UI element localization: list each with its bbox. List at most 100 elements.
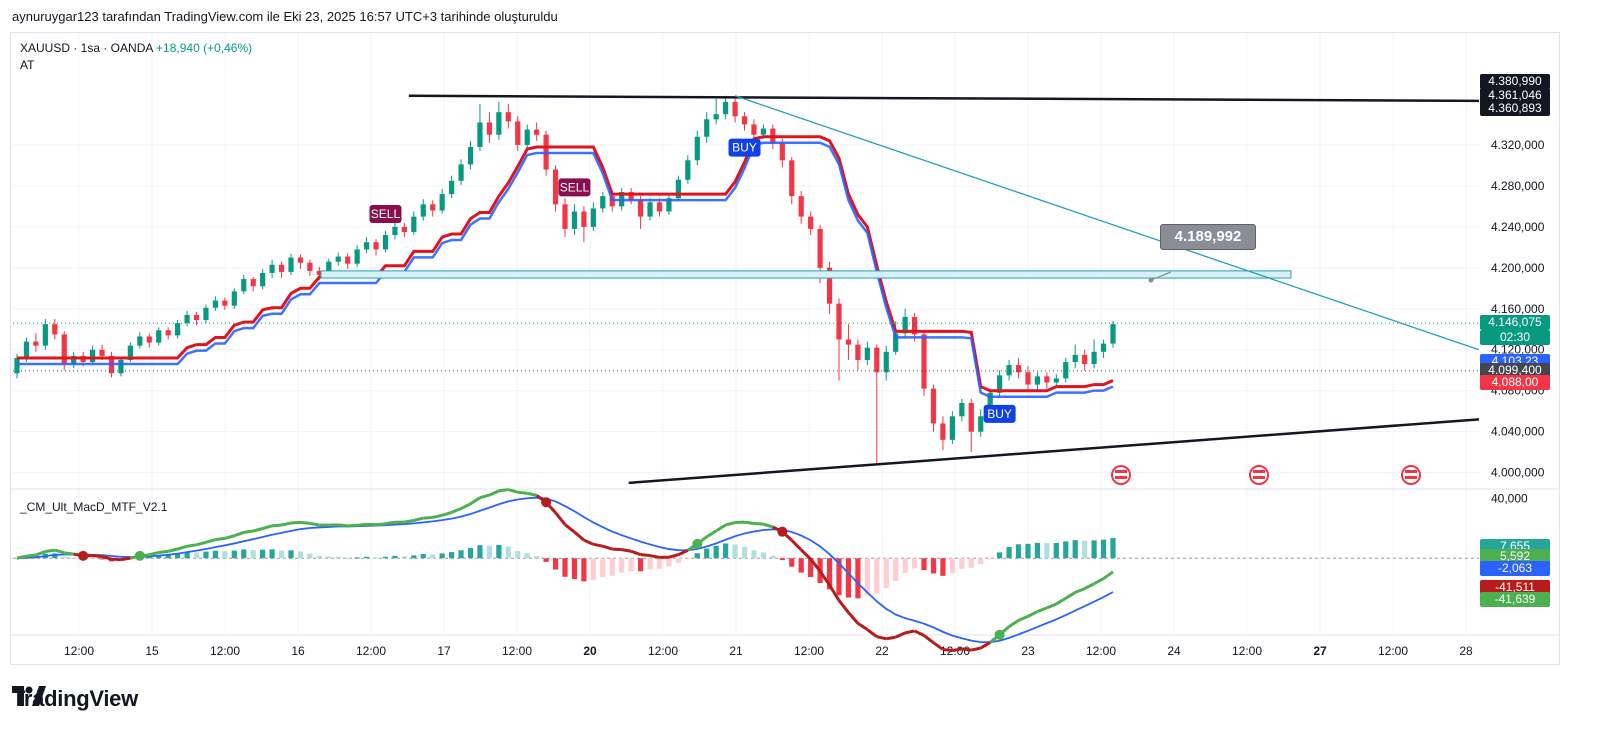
macd-bar — [798, 558, 804, 573]
candle — [997, 375, 1003, 393]
macd-line-segment — [488, 489, 500, 497]
macd-line-segment — [668, 553, 679, 559]
macd-bar — [373, 557, 379, 559]
macd-bar — [61, 556, 67, 559]
macd-bar — [590, 558, 596, 581]
price-callout[interactable]: 4.189,992 — [1160, 224, 1256, 250]
price-tag: 02:30 — [1480, 330, 1550, 346]
macd-line-segment — [837, 599, 850, 614]
macd-line-segment — [895, 631, 906, 639]
candle — [1015, 365, 1022, 373]
candle — [420, 204, 426, 217]
macd-line-segment — [309, 521, 320, 527]
candle — [496, 112, 502, 135]
macd-line-segment — [885, 635, 896, 641]
macd-line-segment — [932, 641, 944, 651]
candle — [52, 324, 58, 335]
macd-line-segment — [809, 558, 822, 573]
macd-line-segment — [583, 538, 594, 546]
price-tick-label: 4.120,000 — [1491, 343, 1545, 357]
macd-line-segment — [554, 511, 567, 526]
event-flag-icon — [1111, 465, 1131, 485]
time-tick-label: 12:00 — [1378, 644, 1408, 658]
candle — [175, 323, 181, 336]
candle — [628, 192, 634, 201]
macd-bar — [704, 548, 710, 559]
candle — [959, 403, 965, 417]
candle — [656, 202, 663, 212]
macd-bar — [666, 558, 672, 567]
support-trendline — [628, 418, 1480, 485]
macd-bar — [335, 556, 341, 559]
macd-line-segment — [602, 544, 613, 551]
callout-anchor — [1148, 277, 1154, 283]
resistance-trendline — [408, 94, 1480, 103]
indicator-title[interactable]: _CM_Ult_MacD_MTF_V2.1 — [20, 500, 168, 514]
candle — [137, 336, 143, 346]
macd-line-segment — [1055, 596, 1067, 606]
candle — [1034, 376, 1041, 385]
macd-line-segment — [347, 523, 358, 528]
candle — [1044, 376, 1050, 383]
macd-bar — [1025, 543, 1031, 559]
macd-bar — [978, 558, 984, 565]
macd-bar — [401, 556, 407, 559]
candle — [590, 208, 596, 227]
macd-line-segment — [876, 635, 887, 641]
macd-line-segment — [564, 523, 576, 534]
event-flag-stripe — [1405, 476, 1417, 479]
macd-bar — [1110, 538, 1116, 559]
macd-bar — [760, 552, 767, 559]
macd-bar — [609, 558, 615, 576]
macd-bar — [288, 550, 294, 559]
macd-bar — [723, 543, 729, 559]
candle — [99, 349, 105, 356]
macd-line-segment — [460, 502, 472, 510]
candle — [326, 261, 332, 275]
candle — [789, 160, 795, 197]
macd-bar — [855, 558, 861, 599]
macd-line-segment — [630, 549, 642, 557]
macd-line-segment — [404, 519, 415, 524]
candle — [940, 423, 946, 440]
macd-line-segment — [923, 634, 935, 644]
signal-badge — [558, 178, 591, 197]
macd-bar — [165, 554, 171, 559]
falling-trendline — [734, 95, 1480, 351]
macd-line-segment — [338, 523, 348, 528]
support-zone — [320, 270, 1292, 279]
macd-bar — [713, 545, 719, 559]
macd-bar — [741, 546, 748, 559]
macd-bar — [845, 558, 852, 598]
candle — [978, 416, 984, 432]
candle — [685, 160, 691, 180]
macd-bar — [1015, 544, 1022, 559]
candle — [146, 336, 152, 343]
signal-badge — [369, 204, 402, 223]
macd-line-segment — [441, 510, 453, 517]
event-flag-stripe — [1253, 476, 1265, 479]
candle — [855, 344, 861, 360]
macd-bar — [345, 557, 351, 559]
macd-line-segment — [705, 529, 717, 539]
macd-bar — [562, 558, 568, 577]
macd-bar — [515, 551, 521, 559]
candle — [222, 300, 228, 306]
macd-line-segment — [1093, 577, 1105, 586]
time-tick-label: 17 — [437, 644, 451, 658]
macd-line-segment — [677, 548, 689, 557]
symbol-label[interactable]: XAUUSD · 1sa · OANDA — [20, 41, 153, 55]
price-tag: 4.360,893 — [1480, 101, 1550, 117]
macd-bar — [184, 552, 190, 559]
chart-frame[interactable]: 4.000,000 4.040,000 4.080,000 4.120,000 4.16… — [10, 32, 1560, 665]
candle — [156, 330, 162, 343]
candle — [297, 257, 304, 263]
macd-bar — [326, 556, 332, 559]
callout-pointer — [1150, 271, 1172, 281]
price-chart[interactable]: 4.000,0004.040,0004.080,0004.120,0004.16… — [11, 33, 1560, 665]
candle — [33, 341, 39, 346]
macd-line-segment — [290, 520, 301, 525]
macd-bar — [1063, 541, 1069, 559]
macd-line-segment — [205, 538, 216, 544]
candle — [231, 291, 237, 306]
